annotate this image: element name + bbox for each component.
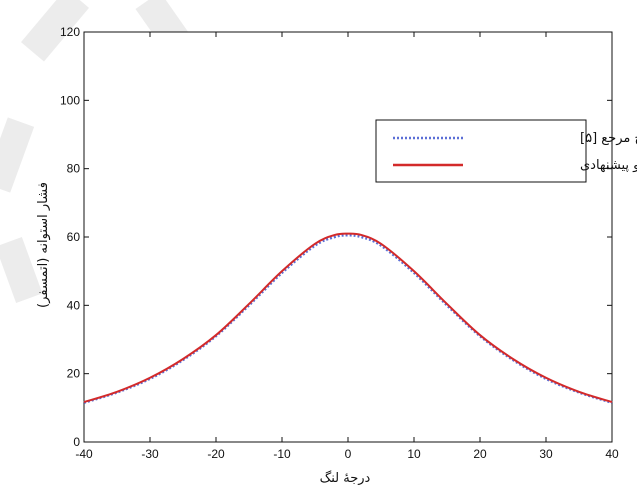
tick-labels: -40 -30 -20 -10 0 10 20 30 40 0 20 40 60 80 100 120: [60, 25, 619, 461]
y-axis-title: فشار استوانه (اتمسفر): [36, 182, 51, 308]
y-tick-label: 0: [73, 435, 80, 449]
x-tick-label: 10: [407, 447, 421, 461]
x-tick-label: -20: [207, 447, 225, 461]
y-tick-label: 80: [67, 162, 81, 176]
x-tick-label: 0: [345, 447, 352, 461]
y-tick-label: 100: [60, 93, 80, 107]
y-tick-label: 60: [67, 230, 81, 244]
y-tick-label: 40: [67, 298, 81, 312]
series-line-proposed: [83, 232, 613, 403]
x-tick-label: -10: [273, 447, 291, 461]
y-tick-label: 120: [60, 25, 80, 39]
y-tick-label: 20: [67, 367, 81, 381]
x-axis-title: درجۀ لنگ: [320, 470, 371, 486]
x-tick-label: 30: [539, 447, 553, 461]
x-tick-label: 20: [473, 447, 487, 461]
legend-label-reference: نتایج مرجع [۵]: [580, 131, 637, 146]
x-tick-label: -40: [75, 447, 93, 461]
x-tick-label: 40: [605, 447, 619, 461]
plot-area: [83, 31, 613, 443]
series-layer: [83, 232, 613, 404]
legend-label-proposed: نتایج الگو پیشنهادی: [580, 157, 637, 173]
legend-box: [375, 119, 587, 183]
x-tick-label: -30: [141, 447, 159, 461]
axis-ticks: [83, 31, 613, 443]
legend: نتایج مرجع [۵] نتایج الگو پیشنهادی: [375, 119, 637, 183]
